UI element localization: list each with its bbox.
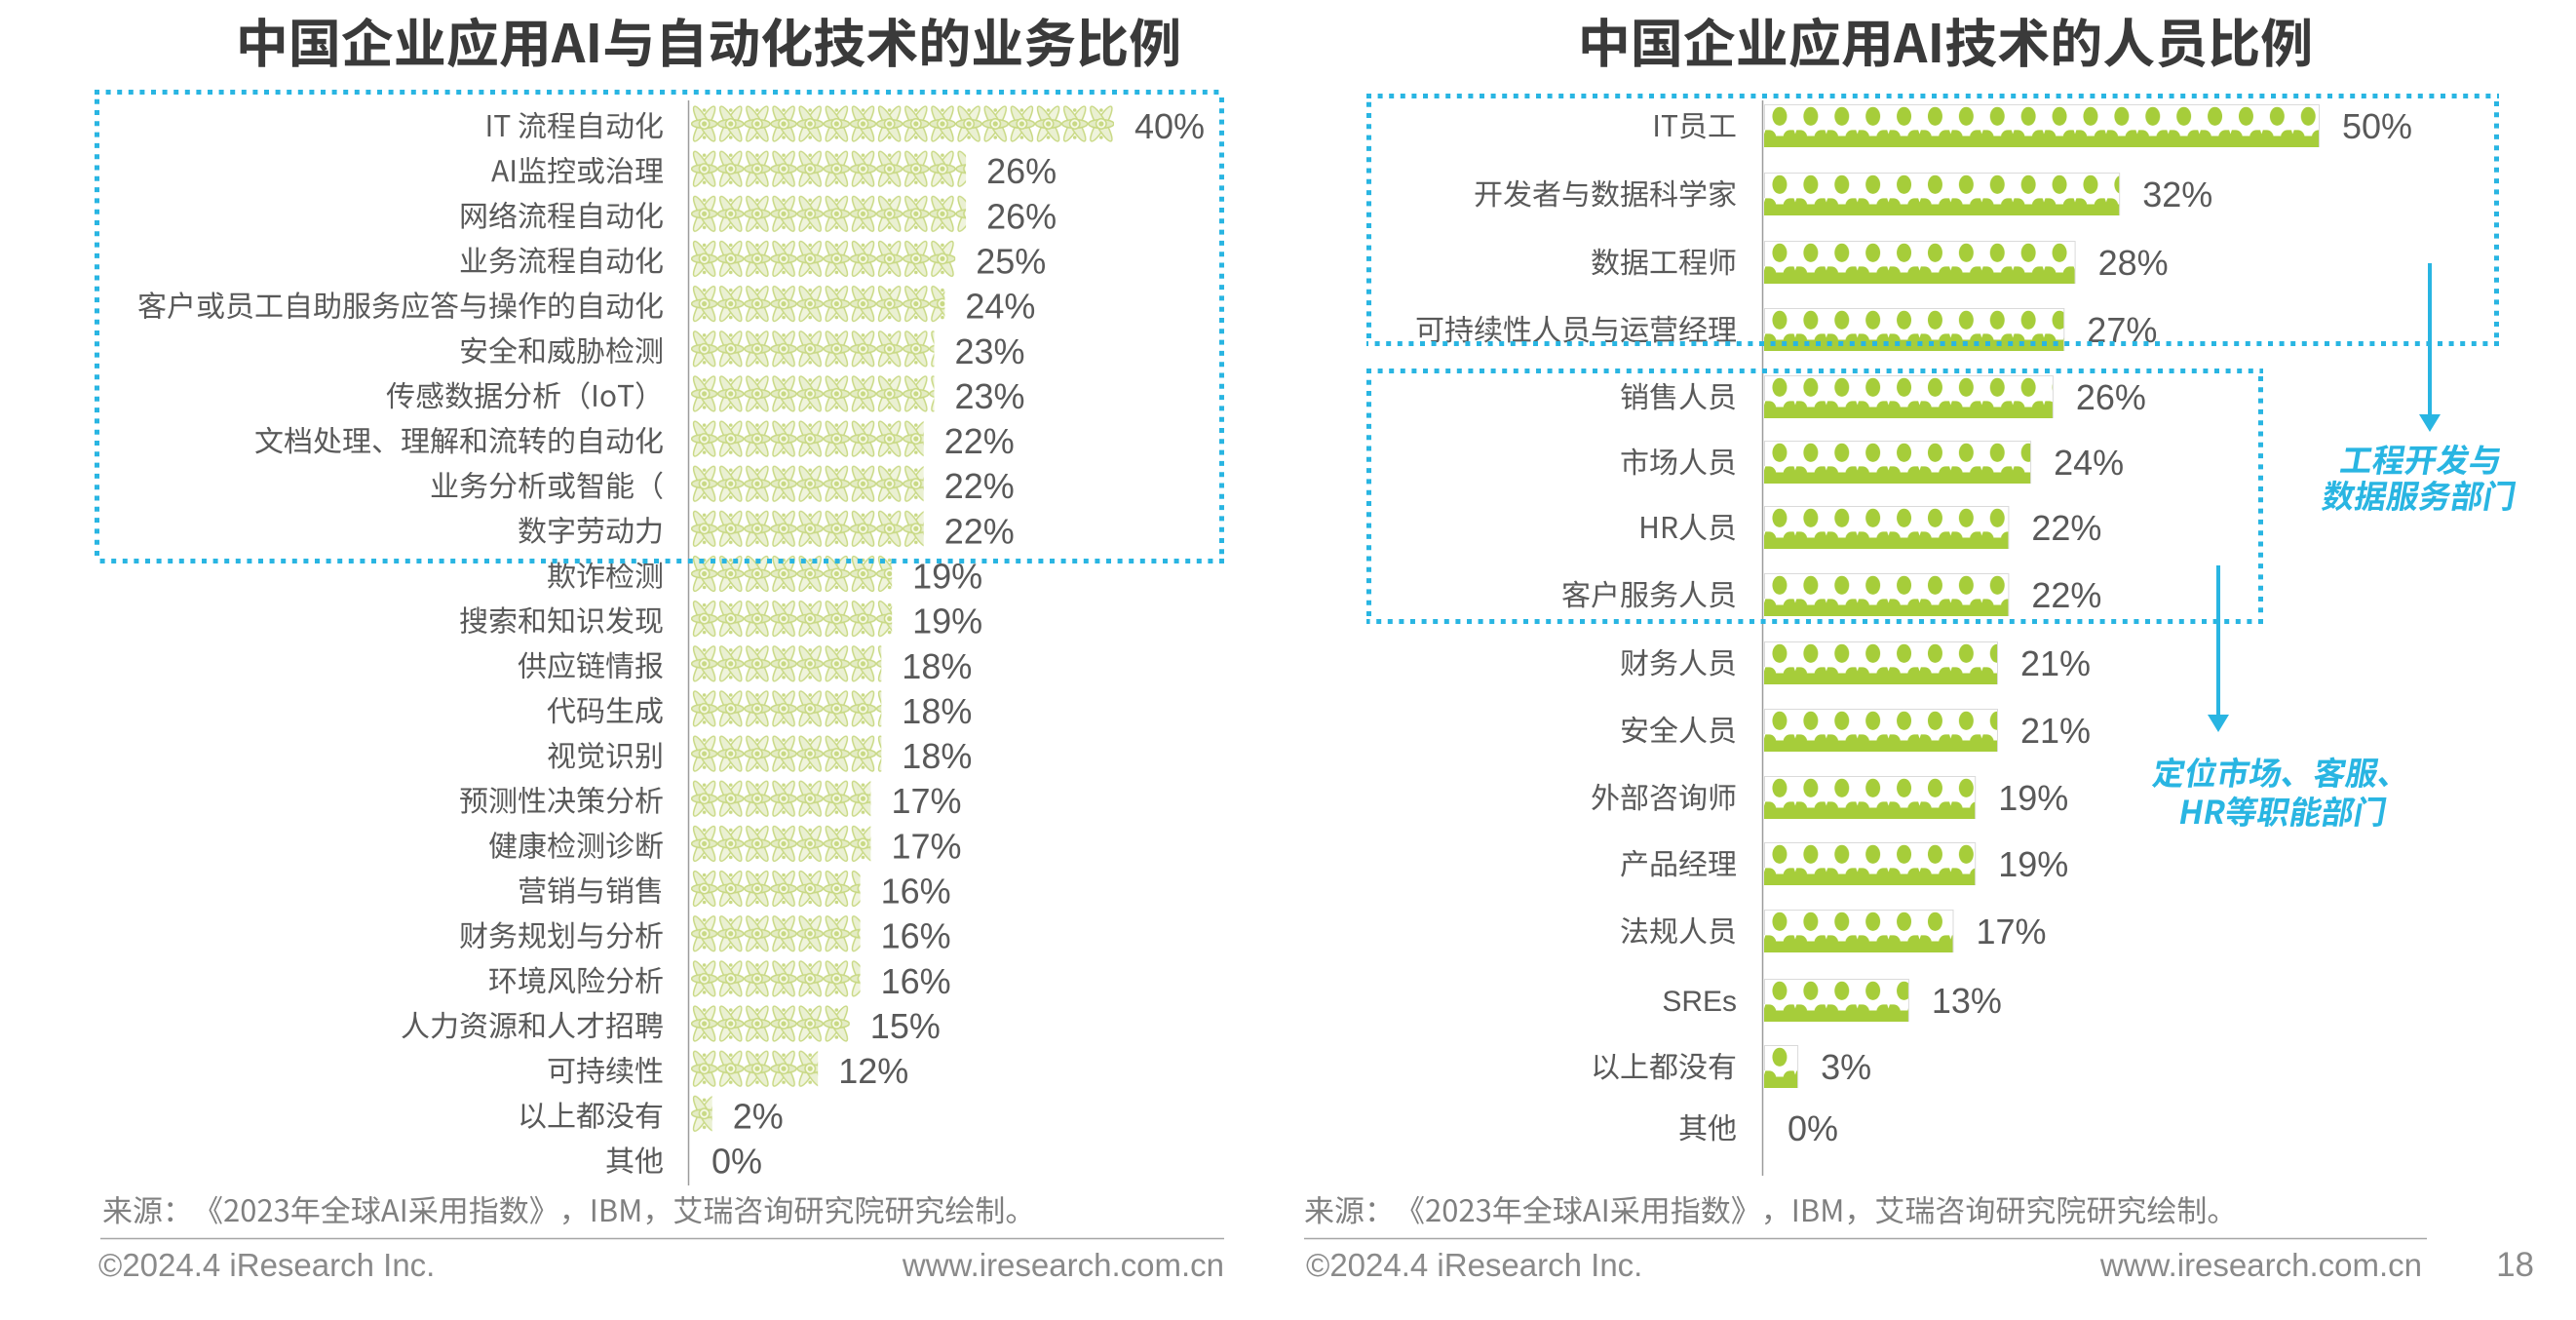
svg-text:17%: 17% [892, 826, 962, 866]
svg-text:2%: 2% [733, 1096, 784, 1136]
svg-text:3%: 3% [1821, 1047, 1871, 1087]
svg-text:22%: 22% [2031, 508, 2101, 548]
svg-text:26%: 26% [986, 151, 1057, 191]
svg-text:15%: 15% [870, 1006, 941, 1046]
svg-text:24%: 24% [2054, 443, 2124, 483]
svg-text:16%: 16% [881, 961, 951, 1001]
svg-text:16%: 16% [881, 916, 951, 956]
svg-text:www.iresearch.com.cn: www.iresearch.com.cn [2099, 1247, 2422, 1283]
svg-text:32%: 32% [2142, 175, 2212, 214]
svg-text:22%: 22% [944, 421, 1015, 461]
svg-text:28%: 28% [2098, 243, 2169, 283]
svg-text:17%: 17% [892, 781, 962, 821]
svg-text:18%: 18% [902, 691, 972, 731]
svg-text:SREs: SREs [1662, 986, 1737, 1018]
svg-text:©2024.4 iResearch Inc.: ©2024.4 iResearch Inc. [1306, 1247, 1642, 1283]
svg-text:0%: 0% [1788, 1108, 1838, 1148]
svg-text:40%: 40% [1134, 106, 1205, 146]
svg-text:21%: 21% [2020, 711, 2091, 751]
svg-text:17%: 17% [1977, 912, 2047, 951]
svg-text:0%: 0% [711, 1142, 762, 1182]
svg-text:18%: 18% [902, 646, 972, 686]
svg-text:50%: 50% [2342, 106, 2412, 146]
svg-text:16%: 16% [881, 872, 951, 912]
svg-text:22%: 22% [2031, 575, 2101, 615]
svg-text:26%: 26% [2076, 377, 2146, 417]
svg-text:19%: 19% [912, 602, 982, 641]
svg-text:24%: 24% [965, 287, 1035, 327]
svg-text:13%: 13% [1932, 981, 2002, 1021]
svg-text:19%: 19% [1998, 778, 2068, 818]
svg-text:22%: 22% [944, 466, 1015, 506]
svg-text:21%: 21% [2020, 643, 2091, 683]
svg-text:18%: 18% [902, 736, 972, 776]
svg-text:22%: 22% [944, 511, 1015, 551]
svg-text:26%: 26% [986, 196, 1057, 236]
svg-text:www.iresearch.com.cn: www.iresearch.com.cn [902, 1247, 1224, 1283]
svg-text:©2024.4 iResearch Inc.: ©2024.4 iResearch Inc. [98, 1247, 435, 1283]
svg-text:25%: 25% [976, 241, 1046, 281]
svg-text:19%: 19% [1998, 844, 2068, 884]
svg-text:18: 18 [2496, 1246, 2534, 1284]
svg-text:23%: 23% [955, 331, 1025, 371]
svg-text:12%: 12% [838, 1051, 908, 1091]
svg-text:23%: 23% [955, 376, 1025, 416]
